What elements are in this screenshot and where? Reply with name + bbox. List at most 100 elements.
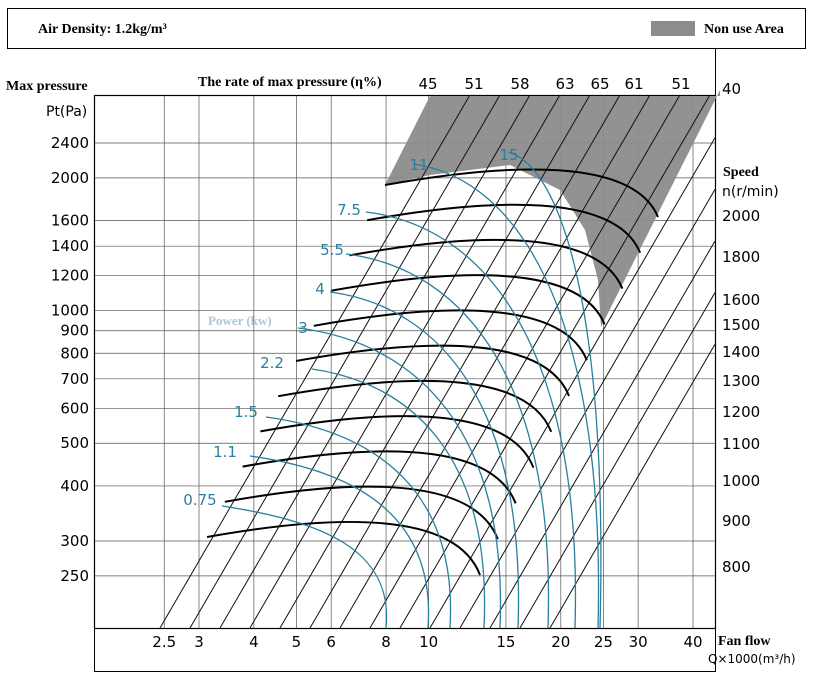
speed-tick-11: 800 (722, 558, 751, 576)
x-tick-3: 3 (194, 633, 204, 651)
y-tick-900: 900 (60, 322, 89, 340)
y-tick-800: 800 (60, 344, 89, 362)
efficiency-title: The rate of max pressure (η%) (198, 75, 382, 90)
x-tick-labels: 2.5 3 4 5 6 8 10 15 20 25 30 40 (152, 633, 702, 651)
y-tick-1400: 1400 (51, 237, 89, 255)
efficiency-line-6 (339, 95, 650, 629)
power-labels: 0.75 1.1 1.5 2.2 3 4 5.5 7.5 11 15 (183, 146, 518, 509)
power-curve-3 (297, 327, 502, 629)
power-label-11: 11 (409, 156, 428, 174)
efficiency-tick-2: 58 (510, 75, 529, 93)
max-pressure-title: Max pressure (6, 79, 88, 94)
air-density-label: Air Density: 1.2kg/m³ (38, 22, 167, 37)
efficiency-tick-6: 51 (671, 75, 690, 93)
y-tick-250: 250 (60, 567, 89, 585)
efficiency-line-1 (189, 95, 500, 629)
x-tick-6: 6 (326, 633, 336, 651)
y-tick-500: 500 (60, 434, 89, 452)
x-tick-25: 25 (594, 633, 613, 651)
speed-title: Speed (723, 165, 759, 180)
y-tick-2000: 2000 (51, 169, 89, 187)
efficiency-line-8 (399, 95, 710, 629)
power-curve-1.5 (265, 416, 452, 629)
flow-title: Fan flow (718, 634, 771, 649)
power-curves (221, 151, 602, 629)
efficiency-line-4 (279, 95, 590, 629)
speed-curve-1600 (349, 239, 624, 289)
power-label-1.1: 1.1 (213, 443, 237, 461)
power-curve-2.2 (311, 368, 486, 629)
flow-unit-label: Q×1000(m³/h) (708, 652, 796, 666)
speed-curve-800 (206, 520, 481, 576)
speed-curves (206, 168, 659, 576)
speed-curve-1000 (242, 450, 517, 504)
speed-tick-2: 1800 (722, 248, 760, 266)
y-tick-700: 700 (60, 370, 89, 388)
speed-tick-3: 1600 (722, 291, 760, 309)
efficiency-line-7 (369, 95, 680, 629)
non-use-area-legend-label: Non use Area (704, 22, 784, 37)
y-tick-labels: 250 300 400 500 600 700 800 900 1000 1200 1400 1600… (51, 134, 89, 585)
y-tick-1200: 1200 (51, 267, 89, 285)
speed-tick-0: 40 (722, 80, 741, 98)
power-curve-15 (507, 151, 602, 629)
efficiency-line-3 (249, 95, 560, 629)
efficiency-line-9 (429, 137, 716, 629)
speed-tick-10: 900 (722, 512, 751, 530)
power-curve-1.1 (249, 455, 430, 629)
speed-tick-6: 1300 (722, 372, 760, 390)
power-label-5.5: 5.5 (320, 241, 344, 259)
speed-curve-1500 (331, 274, 606, 325)
power-curve-0.75 (221, 505, 388, 629)
efficiency-line-0 (159, 95, 470, 629)
power-curve-7.5 (365, 211, 577, 629)
speed-curve-1800 (367, 203, 642, 254)
efficiency-tick-1: 51 (464, 75, 483, 93)
speed-tick-5: 1400 (722, 343, 760, 361)
power-label-1.5: 1.5 (234, 403, 258, 421)
x-tick-5: 5 (292, 633, 302, 651)
power-label-0.75: 0.75 (183, 491, 216, 509)
x-tick-4: 4 (249, 633, 259, 651)
speed-tick-7: 1200 (722, 403, 760, 421)
efficiency-line-5 (309, 95, 620, 629)
speed-curve-1400 (313, 309, 588, 361)
power-title: Power (kw) (208, 313, 272, 328)
efficiency-lines (159, 95, 716, 629)
efficiency-line-10 (459, 189, 716, 629)
efficiency-line-11 (489, 240, 716, 629)
power-curve-11 (412, 163, 600, 629)
y-tick-600: 600 (60, 399, 89, 417)
y-tick-400: 400 (60, 477, 89, 495)
efficiency-tick-4: 65 (590, 75, 609, 93)
power-curve-4 (329, 291, 520, 629)
efficiency-line-13 (549, 343, 716, 629)
power-label-3: 3 (298, 319, 308, 337)
speed-tick-1: 2000 (722, 207, 760, 225)
efficiency-line-2 (219, 95, 530, 629)
power-label-2.2: 2.2 (260, 354, 284, 372)
x-tick-2.5: 2.5 (152, 633, 176, 651)
y-tick-1000: 1000 (51, 302, 89, 320)
speed-curve-1300 (295, 344, 570, 397)
speed-tick-4: 1500 (722, 316, 760, 334)
non-use-area-fill (385, 90, 720, 327)
y-tick-300: 300 (60, 532, 89, 550)
non-use-area-swatch (651, 21, 695, 36)
efficiency-tick-0: 45 (418, 75, 437, 93)
y-tick-2400: 2400 (51, 134, 89, 152)
non-use-area (385, 90, 720, 327)
speed-unit-label: n(r/min) (722, 184, 779, 200)
efficiency-tick-5: 61 (624, 75, 643, 93)
y-tick-1600: 1600 (51, 212, 89, 230)
x-tick-10: 10 (419, 633, 438, 651)
speed-tick-8: 1100 (722, 435, 760, 453)
outer-border (7, 8, 806, 49)
speed-curve-2000 (384, 168, 659, 218)
speed-curve-1200 (278, 379, 553, 433)
efficiency-line-12 (519, 292, 716, 629)
efficiency-tick-3: 63 (555, 75, 574, 93)
pressure-unit-label: Pt(Pa) (46, 104, 87, 120)
power-label-7.5: 7.5 (337, 201, 361, 219)
